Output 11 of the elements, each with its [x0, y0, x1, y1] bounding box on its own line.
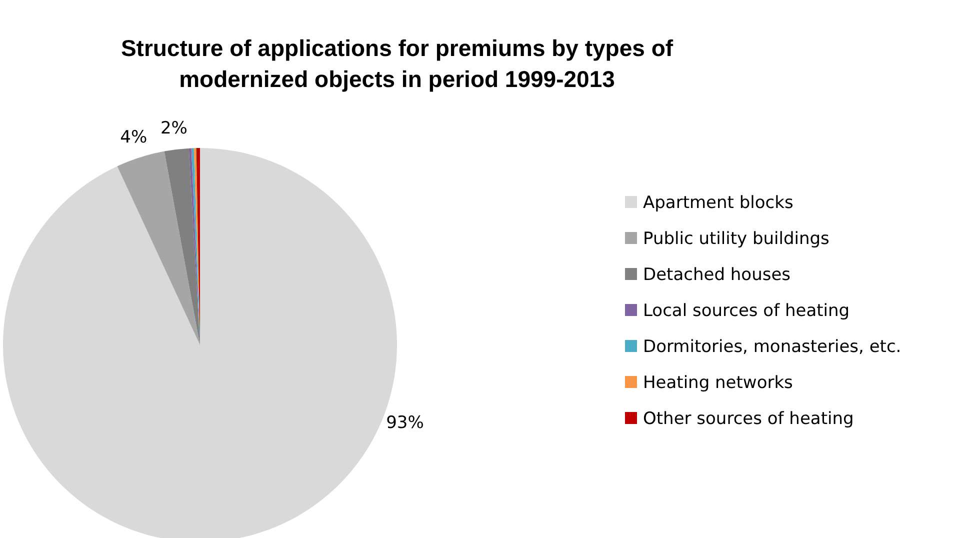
legend-label: Other sources of heating: [643, 408, 854, 429]
legend-label: Apartment blocks: [643, 192, 794, 213]
data-label: 93%: [386, 413, 424, 434]
chart-title: Structure of applications for premiums by types of modernized objects in period 1999-2013: [120, 35, 674, 92]
legend-label: Detached houses: [643, 264, 791, 285]
legend-label: Heating networks: [643, 372, 794, 393]
legend-label: Dormitories, monasteries, etc.: [643, 336, 902, 357]
data-label: 2%: [160, 118, 188, 139]
legend-label: Public utility buildings: [643, 228, 830, 249]
data-label: 4%: [120, 127, 148, 148]
legend-label: Local sources of heating: [643, 300, 850, 321]
